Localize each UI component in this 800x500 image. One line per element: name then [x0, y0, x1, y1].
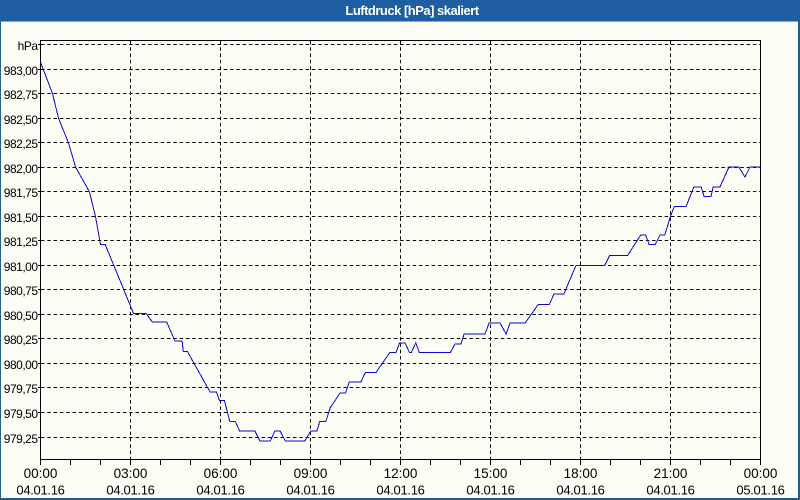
svg-text:04.01.16: 04.01.16 — [106, 483, 154, 498]
svg-text:980,75: 980,75 — [4, 284, 39, 298]
svg-text:06:00: 06:00 — [204, 466, 238, 481]
svg-text:04.01.16: 04.01.16 — [376, 483, 424, 498]
svg-text:04.01.16: 04.01.16 — [646, 483, 694, 498]
svg-text:981,50: 981,50 — [4, 211, 39, 225]
svg-text:980,50: 980,50 — [4, 309, 39, 323]
svg-text:979,25: 979,25 — [4, 432, 39, 446]
svg-text:15:00: 15:00 — [474, 466, 508, 481]
svg-text:04.01.16: 04.01.16 — [196, 483, 244, 498]
svg-text:04.01.16: 04.01.16 — [286, 483, 334, 498]
svg-text:hPa: hPa — [18, 39, 39, 53]
svg-text:982,75: 982,75 — [4, 88, 39, 102]
svg-text:981,00: 981,00 — [4, 260, 39, 274]
svg-text:981,75: 981,75 — [4, 186, 39, 200]
svg-text:00:00: 00:00 — [24, 466, 58, 481]
svg-text:09:00: 09:00 — [294, 466, 328, 481]
svg-text:982,00: 982,00 — [4, 162, 39, 176]
svg-text:982,25: 982,25 — [4, 137, 39, 151]
svg-text:979,75: 979,75 — [4, 382, 39, 396]
svg-text:04.01.16: 04.01.16 — [466, 483, 514, 498]
svg-text:00:00: 00:00 — [744, 466, 778, 481]
svg-text:12:00: 12:00 — [384, 466, 418, 481]
svg-text:982,50: 982,50 — [4, 113, 39, 127]
svg-text:980,00: 980,00 — [4, 358, 39, 372]
svg-text:05.01.16: 05.01.16 — [736, 483, 784, 498]
svg-text:980,25: 980,25 — [4, 333, 39, 347]
svg-text:18:00: 18:00 — [564, 466, 598, 481]
svg-text:983,00: 983,00 — [4, 64, 39, 78]
svg-text:981,25: 981,25 — [4, 235, 39, 249]
svg-text:21:00: 21:00 — [654, 466, 688, 481]
svg-text:979,50: 979,50 — [4, 407, 39, 421]
svg-text:04.01.16: 04.01.16 — [556, 483, 604, 498]
svg-text:04.01.16: 04.01.16 — [16, 483, 64, 498]
svg-text:03:00: 03:00 — [114, 466, 148, 481]
